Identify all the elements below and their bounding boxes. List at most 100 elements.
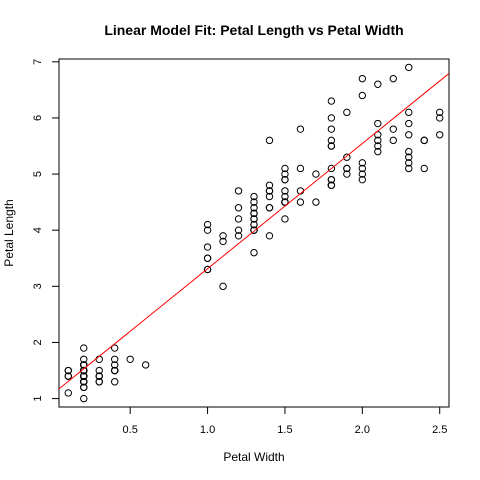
data-point: [374, 147, 382, 156]
data-point: [203, 226, 212, 234]
data-point: [327, 181, 336, 189]
data-point: [80, 355, 88, 363]
data-point: [420, 164, 428, 173]
data-point: [405, 108, 413, 117]
data-point: [265, 181, 274, 189]
data-point: [80, 383, 88, 392]
data-point: [95, 355, 103, 363]
data-point: [405, 164, 413, 173]
data-point: [281, 192, 289, 201]
x-tick-label: 0.5: [123, 424, 138, 436]
data-point: [358, 91, 367, 100]
data-point: [281, 215, 289, 223]
data-point: [111, 344, 119, 352]
data-point: [296, 125, 305, 133]
data-point: [265, 136, 274, 145]
y-tick-label: 7: [32, 59, 44, 65]
data-point: [250, 204, 258, 212]
data-point: [405, 119, 413, 128]
y-tick-label: 5: [32, 171, 44, 177]
data-point: [436, 114, 444, 122]
data-point: [343, 108, 351, 117]
data-point: [358, 164, 367, 173]
data-point: [358, 170, 367, 178]
data-point: [389, 125, 397, 133]
data-point: [281, 187, 289, 195]
data-point: [80, 394, 88, 403]
data-point: [203, 254, 212, 262]
data-point: [281, 170, 289, 178]
regression-fit-line: [59, 73, 449, 390]
data-point: [234, 187, 243, 195]
data-point: [343, 153, 351, 161]
data-point: [405, 131, 413, 139]
data-point: [327, 142, 336, 150]
chart-title: Linear Model Fit: Petal Length vs Petal …: [104, 22, 403, 38]
data-point: [80, 372, 88, 380]
x-tick-label: 1.5: [277, 424, 292, 436]
data-point: [296, 198, 305, 206]
data-point: [312, 198, 320, 206]
data-point: [358, 159, 367, 167]
data-point: [80, 378, 88, 386]
data-point: [281, 198, 289, 206]
data-point: [343, 170, 351, 178]
y-tick-label: 3: [32, 283, 44, 289]
data-point: [358, 74, 367, 83]
data-point: [111, 355, 119, 363]
data-point: [203, 220, 212, 229]
data-point: [405, 153, 413, 161]
data-point: [265, 204, 274, 212]
data-point: [296, 164, 305, 173]
data-point: [95, 378, 103, 386]
data-point: [327, 164, 336, 173]
x-tick-label: 2.5: [432, 424, 447, 436]
data-point: [405, 63, 413, 72]
data-point: [234, 204, 243, 212]
data-point: [389, 136, 397, 145]
x-tick-label: 1.0: [200, 424, 215, 436]
data-point: [327, 125, 336, 133]
data-points: [64, 63, 444, 403]
data-point: [374, 136, 382, 145]
data-point: [265, 192, 274, 201]
data-point: [358, 175, 367, 184]
data-point: [327, 114, 336, 122]
data-point: [203, 243, 212, 251]
x-tick-label: 2.0: [355, 424, 370, 436]
data-point: [250, 215, 258, 223]
data-point: [265, 187, 274, 195]
y-axis: 1 2 3 4 5 6 7: [32, 59, 59, 402]
data-point: [281, 175, 289, 184]
data-point: [327, 136, 336, 145]
data-point: [111, 378, 119, 386]
y-tick-label: 2: [32, 339, 44, 345]
data-point: [374, 142, 382, 150]
data-point: [436, 131, 444, 139]
data-point: [234, 226, 243, 234]
data-point: [95, 372, 103, 380]
data-point: [250, 209, 258, 218]
data-point: [327, 97, 336, 105]
data-point: [389, 74, 397, 83]
data-point: [80, 344, 88, 352]
data-point: [250, 226, 258, 234]
data-point: [126, 355, 134, 363]
data-point: [64, 389, 72, 397]
data-point: [250, 248, 258, 257]
y-axis-label: Petal Length: [2, 199, 16, 266]
data-point: [250, 192, 258, 201]
data-point: [420, 136, 428, 145]
data-point: [234, 232, 243, 240]
data-point: [405, 159, 413, 167]
x-axis-label: Petal Width: [223, 450, 284, 464]
data-point: [95, 366, 103, 375]
data-point: [219, 282, 227, 291]
data-point: [250, 220, 258, 229]
data-point: [64, 372, 72, 380]
data-point: [343, 164, 351, 173]
y-tick-label: 4: [32, 227, 44, 233]
data-point: [80, 366, 88, 375]
plot-frame: [58, 58, 450, 408]
